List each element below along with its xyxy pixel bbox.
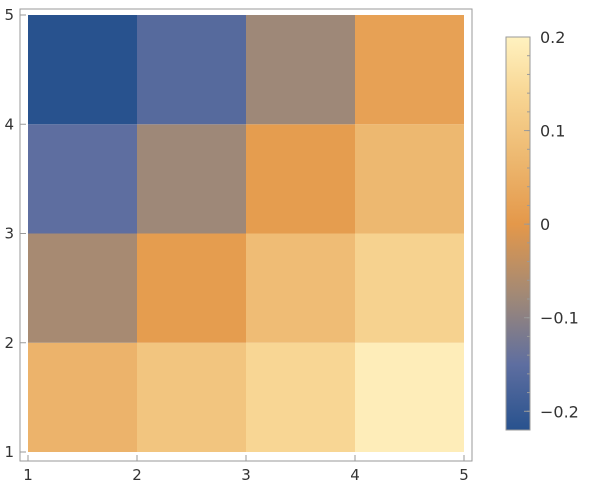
- heatmap-cells: [28, 15, 464, 452]
- heatmap-cell: [137, 15, 246, 125]
- heatmap-cell: [355, 342, 464, 452]
- heatmap-cell: [246, 15, 355, 125]
- axis-tick-labels: 1 2 3 4 5 1 2 3 4 5: [4, 6, 468, 484]
- y-tick-label: 2: [4, 334, 14, 352]
- y-tick-label: 4: [4, 115, 14, 133]
- x-tick-label: 3: [241, 466, 251, 484]
- heatmap-cell: [355, 124, 464, 234]
- heatmap-cell: [28, 15, 137, 125]
- colorbar-tick-label: −0.2: [540, 402, 579, 421]
- colorbar-tick-labels: 0.2 0.1 0 −0.1 −0.2: [540, 28, 579, 421]
- heatmap-cell: [28, 342, 137, 452]
- heatmap-cell: [246, 124, 355, 234]
- heatmap-cell: [355, 233, 464, 343]
- colorbar-ticks: [524, 36, 530, 412]
- x-tick-label: 5: [459, 466, 469, 484]
- colorbar-tick-label: −0.1: [540, 309, 579, 328]
- y-tick-label: 5: [4, 6, 14, 24]
- colorbar-tick-label: 0.2: [540, 28, 565, 47]
- heatmap-cell: [246, 233, 355, 343]
- colorbar-tick-label: 0.1: [540, 122, 565, 141]
- heatmap-cell: [137, 342, 246, 452]
- x-tick-label: 2: [132, 466, 142, 484]
- heatmap-cell: [137, 124, 246, 234]
- x-tick-label: 1: [23, 466, 33, 484]
- y-tick-label: 1: [4, 443, 14, 461]
- heatmap-cell: [355, 15, 464, 125]
- heatmap-cell: [28, 124, 137, 234]
- colorbar: [505, 36, 531, 431]
- axis-ticks: [20, 14, 465, 461]
- heatmap-cell: [28, 233, 137, 343]
- x-tick-label: 4: [350, 466, 360, 484]
- heatmap-cell: [137, 233, 246, 343]
- y-tick-label: 3: [4, 225, 14, 243]
- colorbar-tick-label: 0: [540, 215, 550, 234]
- heatmap-cell: [246, 342, 355, 452]
